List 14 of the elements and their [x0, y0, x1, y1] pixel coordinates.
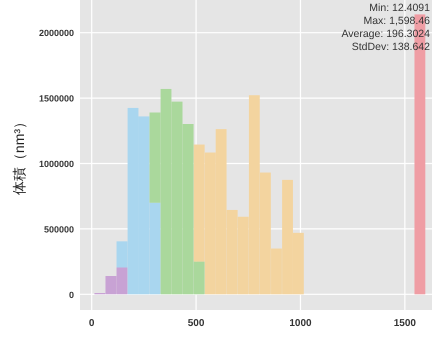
y-axis-title: 体積（nm³） [11, 114, 27, 196]
annotation: Average: 196.3024 [341, 28, 430, 40]
x-tick-label: 1500 [394, 318, 416, 329]
y-tick-label: 500000 [44, 224, 74, 234]
y-tick-label: 1000000 [38, 159, 74, 169]
y-tick-label: 0 [68, 290, 74, 300]
y-tick-label: 2000000 [38, 28, 74, 38]
x-tick-label: 500 [188, 318, 205, 329]
y-tick-label: 1500000 [38, 94, 74, 104]
annotation: StdDev: 138.642 [352, 41, 430, 53]
annotation: Min: 12.4091 [369, 2, 430, 14]
x-tick-label: 1000 [289, 318, 312, 329]
x-tick-label: 0 [88, 318, 95, 329]
annotation: Max: 1,598.46 [363, 15, 430, 27]
